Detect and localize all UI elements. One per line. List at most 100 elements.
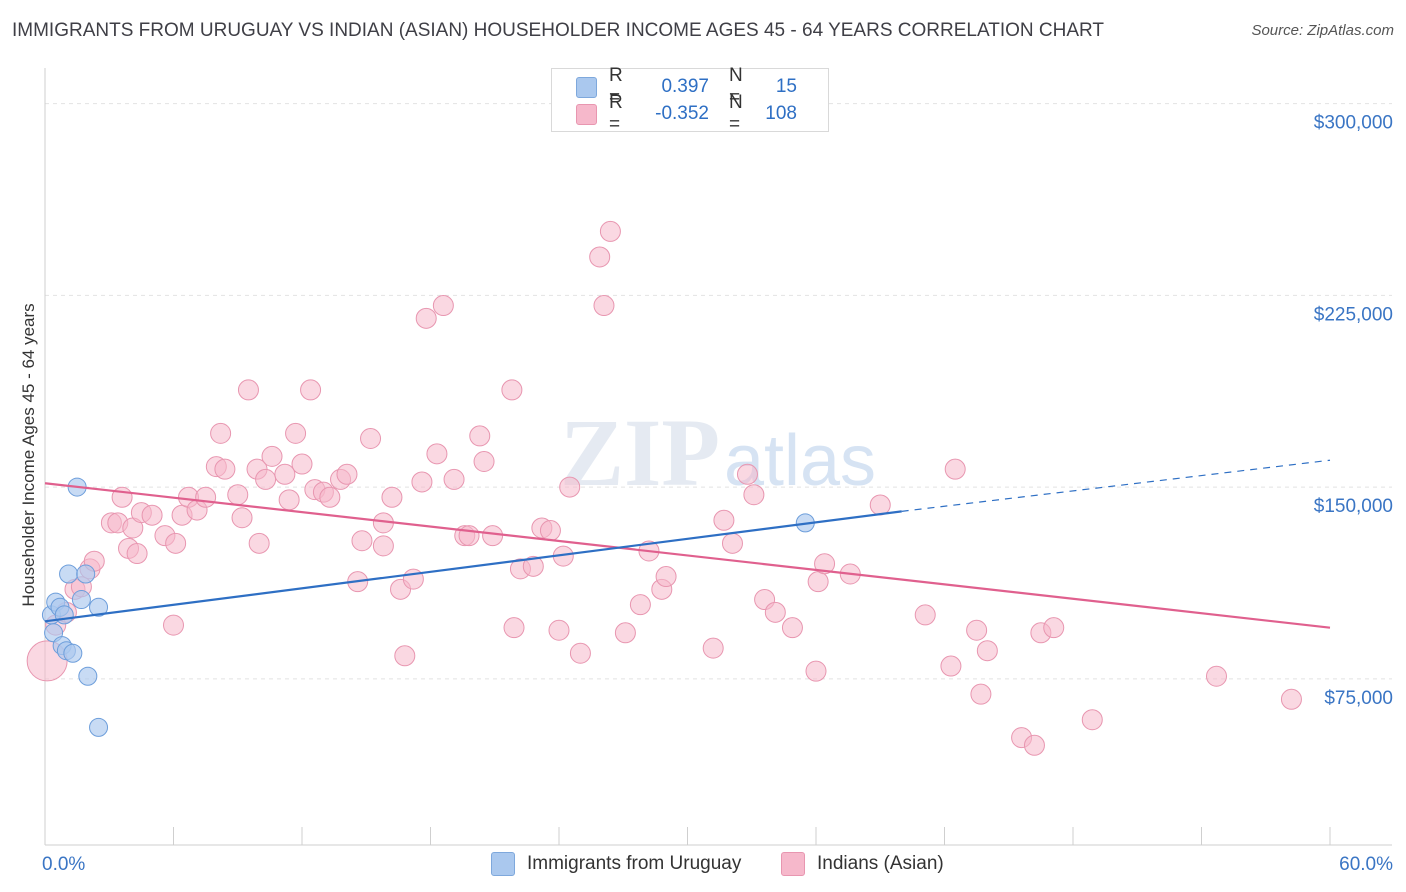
pink-point	[807, 571, 829, 593]
blue-point	[59, 564, 79, 584]
pink-point	[914, 604, 936, 626]
y-tick-label: $225,000	[1314, 304, 1393, 325]
series-legend: Immigrants from Uruguay Indians (Asian)	[0, 852, 1406, 878]
pink-point	[1081, 709, 1103, 731]
pink-point	[970, 683, 992, 705]
series-legend-indians[interactable]: Indians (Asian)	[781, 852, 944, 876]
pink-point	[589, 246, 611, 268]
pink-point	[1023, 734, 1045, 756]
blue-trendline-extension	[901, 459, 1331, 512]
legend-row-indians: R = -0.352 N = 108	[576, 92, 797, 135]
blue-point	[63, 643, 83, 663]
y-tick-label: $75,000	[1324, 688, 1393, 709]
pink-point	[1205, 665, 1227, 687]
pink-point	[764, 601, 786, 623]
axes	[44, 68, 1392, 846]
watermark: ZIP atlas	[560, 399, 876, 506]
pink-point	[411, 471, 433, 493]
pink-point	[336, 463, 358, 485]
pink-point	[351, 530, 373, 552]
legend-n-label: N =	[729, 65, 743, 108]
blue-point	[54, 605, 74, 625]
pink-point	[210, 422, 232, 444]
pink-point	[781, 617, 803, 639]
pink-point	[141, 504, 163, 526]
trendlines	[44, 459, 1331, 629]
pink-point	[629, 594, 651, 616]
series-swatch-pink	[781, 852, 805, 876]
pink-point	[593, 295, 615, 317]
pink-point	[559, 476, 581, 498]
pink-trendline	[44, 482, 1331, 629]
pink-point	[248, 532, 270, 554]
pink-point	[274, 463, 296, 485]
pink-point	[458, 525, 480, 547]
pink-point	[319, 486, 341, 508]
pink-point	[614, 622, 636, 644]
pink-point	[214, 458, 236, 480]
pink-point	[415, 307, 437, 329]
blue-point	[89, 597, 109, 617]
pink-point	[227, 484, 249, 506]
legend-swatch-pink	[576, 103, 597, 125]
pink-point	[278, 489, 300, 511]
blue-point	[78, 666, 98, 686]
pink-point	[976, 640, 998, 662]
pink-point	[381, 486, 403, 508]
pink-point	[394, 645, 416, 667]
blue-point	[71, 590, 91, 610]
legend-n-value: 108	[765, 103, 797, 124]
pink-point	[360, 427, 382, 449]
pink-point	[805, 660, 827, 682]
pink-point	[869, 494, 891, 516]
legend-swatch-blue	[576, 76, 597, 98]
legend-r-value: 0.397	[661, 76, 709, 97]
pink-point	[473, 451, 495, 472]
x-tick-label-max: 60.0%	[1339, 854, 1393, 875]
blue-point	[89, 717, 109, 737]
pink-point	[469, 425, 491, 447]
correlation-legend: R = 0.397 N = 15 R = -0.352 N = 108	[551, 65, 829, 135]
pink-point	[432, 295, 454, 317]
tick-labels: $75,000 $150,000 $225,000 $300,000 0.0% 60.0%…	[19, 113, 1393, 875]
blue-trendline	[44, 510, 902, 623]
watermark-zip: ZIP	[560, 399, 720, 506]
y-tick-label: $300,000	[1314, 113, 1393, 134]
pink-point	[291, 453, 313, 475]
pink-point	[522, 555, 544, 577]
pink-point	[702, 637, 724, 659]
chart-title: IMMIGRANTS FROM URUGUAY VS INDIAN (ASIAN…	[12, 20, 1104, 41]
pink-point	[501, 379, 523, 401]
pink-point	[300, 379, 322, 401]
legend-r-value: -0.352	[655, 103, 709, 124]
pink-point	[482, 525, 504, 547]
blue-point	[76, 564, 96, 584]
legend-n-label: N =	[729, 92, 743, 135]
pink-point	[126, 543, 148, 565]
pink-point	[165, 532, 187, 554]
legend-n-value: 15	[775, 76, 797, 97]
pink-point	[372, 535, 394, 557]
pink-point	[944, 458, 966, 480]
pink-point	[285, 422, 307, 444]
series-swatch-blue	[491, 852, 515, 876]
pink-point	[503, 617, 525, 639]
series-legend-uruguay[interactable]: Immigrants from Uruguay	[491, 852, 741, 876]
y-tick-label: $150,000	[1314, 496, 1393, 517]
legend-r-label: R =	[609, 65, 623, 108]
pink-point	[237, 379, 259, 401]
pink-point	[1280, 688, 1302, 710]
pink-point	[195, 486, 217, 508]
series-label-indians: Indians (Asian)	[817, 853, 944, 874]
pink-point	[548, 619, 570, 641]
pink-point	[426, 443, 448, 465]
legend-r-label: R =	[609, 92, 623, 135]
pink-point	[539, 520, 561, 542]
y-axis-title: Householder Income Ages 45 - 64 years	[19, 303, 38, 606]
pink-point	[599, 220, 621, 242]
source-label: Source: ZipAtlas.com	[1251, 22, 1394, 39]
pink-point	[814, 553, 836, 575]
pink-point	[255, 468, 277, 490]
legend-row-uruguay: R = 0.397 N = 15	[576, 65, 797, 108]
